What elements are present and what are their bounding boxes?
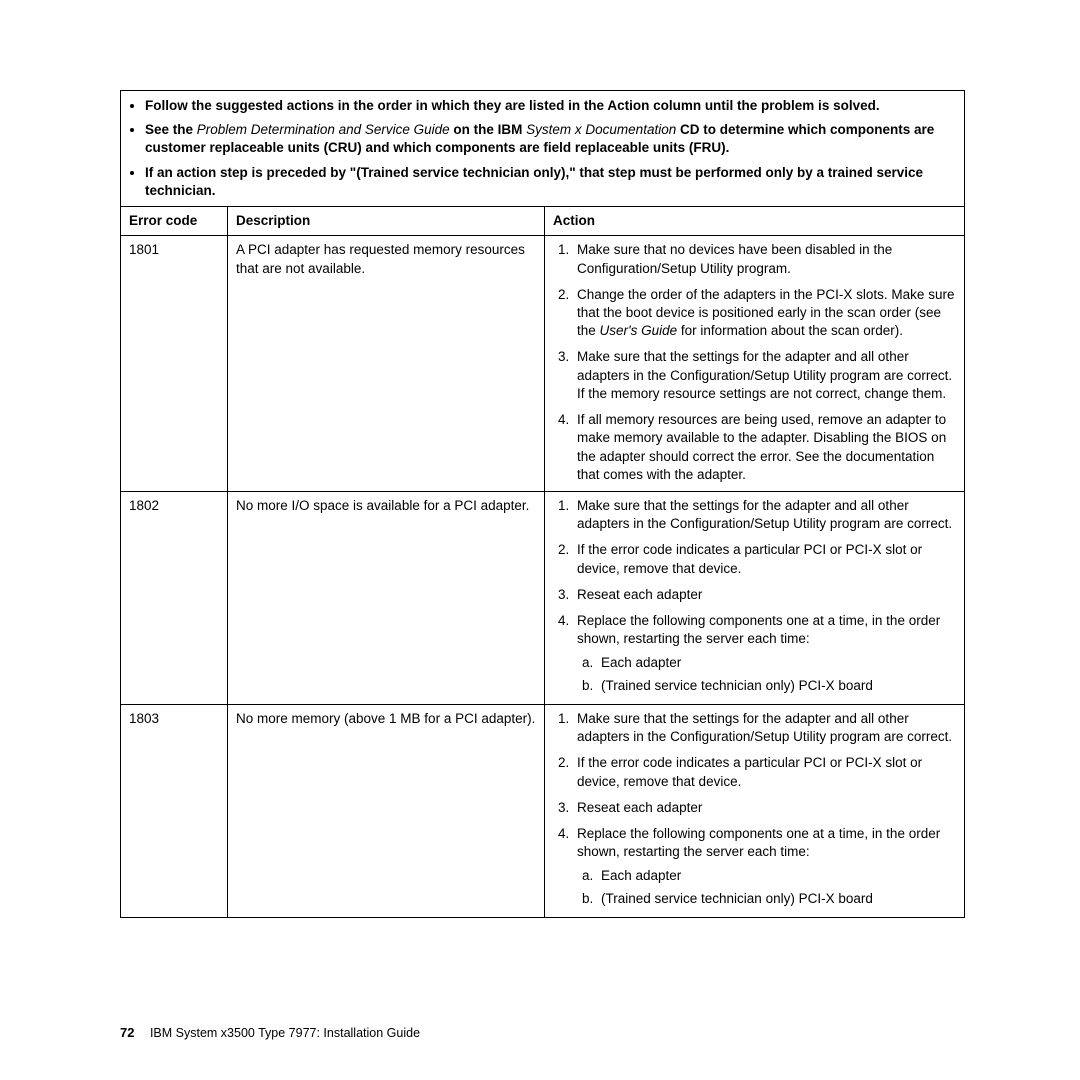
cell-action: Make sure that no devices have been disa…	[545, 236, 965, 492]
table-row: 1802 No more I/O space is available for …	[121, 491, 964, 704]
action-italic: User's Guide	[600, 323, 678, 338]
action-item: Make sure that the settings for the adap…	[573, 348, 956, 403]
cell-code: 1802	[121, 491, 228, 704]
error-table: Error code Description Action 1801 A PCI…	[121, 206, 964, 917]
action-sub-item: Each adapter	[597, 654, 956, 672]
cell-desc: No more I/O space is available for a PCI…	[228, 491, 545, 704]
preamble-item: Follow the suggested actions in the orde…	[145, 97, 954, 115]
action-item: Make sure that the settings for the adap…	[573, 497, 956, 533]
action-item: Reseat each adapter	[573, 799, 956, 817]
table-row: 1801 A PCI adapter has requested memory …	[121, 236, 964, 492]
page-container: Follow the suggested actions in the orde…	[0, 0, 1080, 1080]
action-item: Reseat each adapter	[573, 586, 956, 604]
cell-action: Make sure that the settings for the adap…	[545, 704, 965, 916]
preamble-text-mid: on the IBM	[450, 122, 527, 137]
cell-code: 1803	[121, 704, 228, 916]
action-sub-item: (Trained service technician only) PCI-X …	[597, 890, 956, 908]
action-item: Replace the following components one at …	[573, 612, 956, 695]
action-item: Replace the following components one at …	[573, 825, 956, 908]
page-number: 72	[120, 1025, 134, 1040]
preamble-italic: System x Documentation	[526, 122, 676, 137]
action-item: If the error code indicates a particular…	[573, 754, 956, 790]
action-sub-item: (Trained service technician only) PCI-X …	[597, 677, 956, 695]
action-sub-item: Each adapter	[597, 867, 956, 885]
table-row: 1803 No more memory (above 1 MB for a PC…	[121, 704, 964, 916]
action-item: If the error code indicates a particular…	[573, 541, 956, 577]
cell-action: Make sure that the settings for the adap…	[545, 491, 965, 704]
table-header-row: Error code Description Action	[121, 207, 964, 236]
action-text: Replace the following components one at …	[577, 613, 940, 646]
preamble-item: If an action step is preceded by "(Train…	[145, 164, 954, 200]
action-text-post: for information about the scan order).	[677, 323, 903, 338]
col-header-code: Error code	[121, 207, 228, 236]
preamble-text: If an action step is preceded by "(Train…	[145, 165, 923, 198]
footer-text: IBM System x3500 Type 7977: Installation…	[150, 1026, 420, 1040]
preamble-text-pre: See the	[145, 122, 197, 137]
action-item: Change the order of the adapters in the …	[573, 286, 956, 341]
action-item: Make sure that the settings for the adap…	[573, 710, 956, 746]
cell-desc: No more memory (above 1 MB for a PCI ada…	[228, 704, 545, 916]
preamble-italic: Problem Determination and Service Guide	[197, 122, 450, 137]
action-item: Make sure that no devices have been disa…	[573, 241, 956, 277]
col-header-desc: Description	[228, 207, 545, 236]
action-item: If all memory resources are being used, …	[573, 411, 956, 484]
preamble-item: See the Problem Determination and Servic…	[145, 121, 954, 157]
preamble: Follow the suggested actions in the orde…	[121, 91, 964, 206]
cell-desc: A PCI adapter has requested memory resou…	[228, 236, 545, 492]
page-footer: 72 IBM System x3500 Type 7977: Installat…	[120, 1025, 420, 1040]
action-text: Replace the following components one at …	[577, 826, 940, 859]
cell-code: 1801	[121, 236, 228, 492]
col-header-action: Action	[545, 207, 965, 236]
content-box: Follow the suggested actions in the orde…	[120, 90, 965, 918]
preamble-text: Follow the suggested actions in the orde…	[145, 98, 880, 113]
